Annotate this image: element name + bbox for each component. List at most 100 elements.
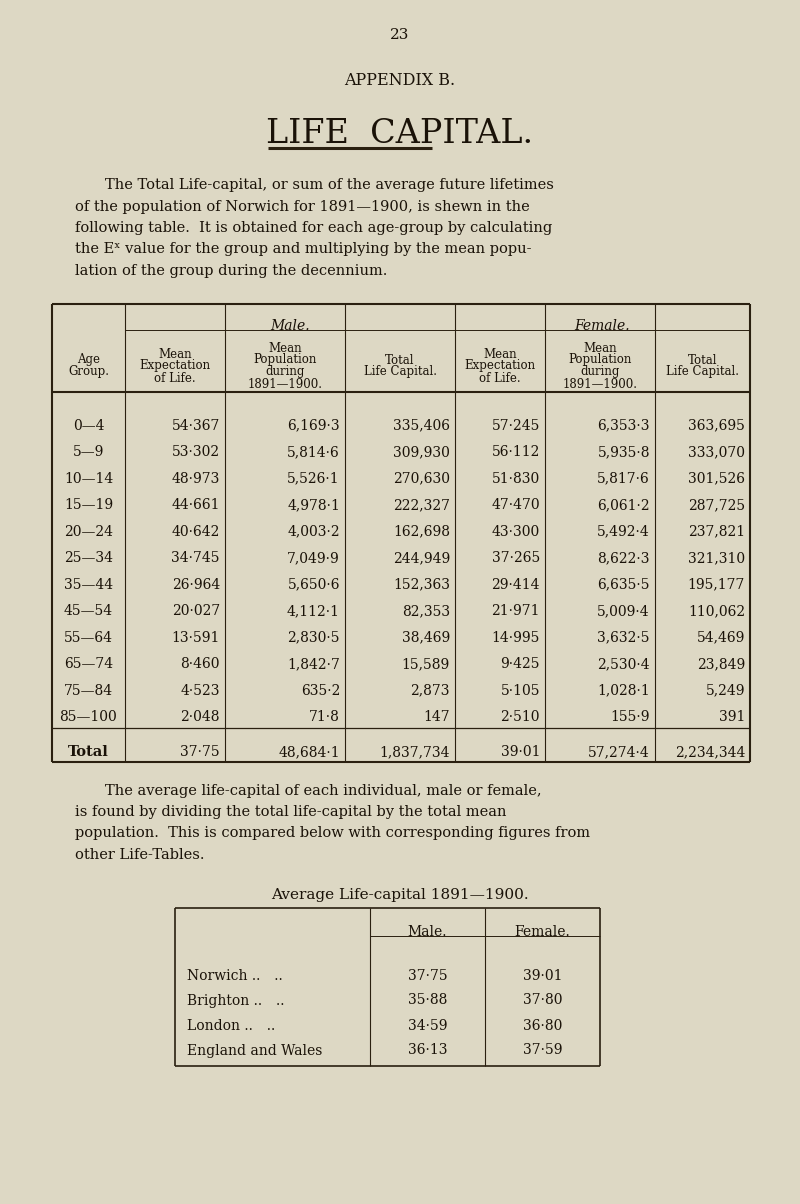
Text: 301,526: 301,526 [688, 472, 745, 485]
Text: 2·048: 2·048 [181, 710, 220, 725]
Text: Age: Age [77, 354, 100, 366]
Text: Expectation: Expectation [465, 360, 535, 372]
Text: 10—14: 10—14 [64, 472, 113, 485]
Text: 0—4: 0—4 [73, 419, 104, 432]
Text: 5·105: 5·105 [501, 684, 540, 698]
Text: 162,698: 162,698 [393, 525, 450, 538]
Text: 35—44: 35—44 [64, 578, 113, 591]
Text: 37·75: 37·75 [180, 745, 220, 760]
Text: 55—64: 55—64 [64, 631, 113, 644]
Text: 5,817·6: 5,817·6 [598, 472, 650, 485]
Text: 1,028·1: 1,028·1 [598, 684, 650, 698]
Text: Group.: Group. [68, 366, 109, 378]
Text: 37·59: 37·59 [522, 1044, 562, 1057]
Text: Mean: Mean [483, 348, 517, 360]
Text: Expectation: Expectation [139, 360, 210, 372]
Text: 26·964: 26·964 [172, 578, 220, 591]
Text: 195,177: 195,177 [688, 578, 745, 591]
Text: 155·9: 155·9 [610, 710, 650, 725]
Text: 1,842·7: 1,842·7 [287, 657, 340, 671]
Text: other Life-Tables.: other Life-Tables. [75, 848, 205, 862]
Text: 5,009·4: 5,009·4 [598, 604, 650, 618]
Text: 37·80: 37·80 [522, 993, 562, 1008]
Text: Total: Total [68, 745, 109, 760]
Text: 8·460: 8·460 [181, 657, 220, 671]
Text: 54·367: 54·367 [172, 419, 220, 432]
Text: 7,049·9: 7,049·9 [287, 551, 340, 565]
Text: Population: Population [254, 354, 317, 366]
Text: Population: Population [568, 354, 632, 366]
Text: 15—19: 15—19 [64, 498, 113, 512]
Text: 34·59: 34·59 [408, 1019, 447, 1033]
Text: 9·425: 9·425 [501, 657, 540, 671]
Text: 39·01: 39·01 [501, 745, 540, 760]
Text: 1,837,734: 1,837,734 [379, 745, 450, 760]
Text: of the population of Norwich for 1891—1900, is shewn in the: of the population of Norwich for 1891—19… [75, 200, 530, 213]
Text: 635·2: 635·2 [301, 684, 340, 698]
Text: Life Capital.: Life Capital. [666, 366, 739, 378]
Text: 2·510: 2·510 [501, 710, 540, 725]
Text: Average Life-capital 1891—1900.: Average Life-capital 1891—1900. [271, 887, 529, 902]
Text: The average life-capital of each individual, male or female,: The average life-capital of each individ… [105, 784, 542, 797]
Text: 5,492·4: 5,492·4 [598, 525, 650, 538]
Text: during: during [580, 366, 620, 378]
Text: The Total Life-capital, or sum of the average future lifetimes: The Total Life-capital, or sum of the av… [105, 178, 554, 191]
Text: 54,469: 54,469 [697, 631, 745, 644]
Text: 29·414: 29·414 [491, 578, 540, 591]
Text: 57·245: 57·245 [492, 419, 540, 432]
Text: Total: Total [688, 354, 718, 366]
Text: 37·265: 37·265 [492, 551, 540, 565]
Text: 2,830·5: 2,830·5 [287, 631, 340, 644]
Text: Total: Total [386, 354, 414, 366]
Text: 25—34: 25—34 [64, 551, 113, 565]
Text: 47·470: 47·470 [491, 498, 540, 512]
Text: 37·75: 37·75 [408, 968, 447, 982]
Text: 57,274·4: 57,274·4 [588, 745, 650, 760]
Text: 56·112: 56·112 [492, 445, 540, 459]
Text: Norwich .. ..: Norwich .. .. [187, 968, 282, 982]
Text: of Life.: of Life. [154, 372, 196, 384]
Text: is found by dividing the total life-capital by the total mean: is found by dividing the total life-capi… [75, 805, 506, 819]
Text: 65—74: 65—74 [64, 657, 113, 671]
Text: 1891—1900.: 1891—1900. [247, 378, 322, 390]
Text: 51·830: 51·830 [492, 472, 540, 485]
Text: 4,003·2: 4,003·2 [287, 525, 340, 538]
Text: following table.  It is obtained for each age-group by calculating: following table. It is obtained for each… [75, 222, 552, 235]
Text: 309,930: 309,930 [393, 445, 450, 459]
Text: 3,632·5: 3,632·5 [598, 631, 650, 644]
Text: Mean: Mean [583, 342, 617, 354]
Text: 21·971: 21·971 [491, 604, 540, 618]
Text: 40·642: 40·642 [172, 525, 220, 538]
Text: during: during [266, 366, 305, 378]
Text: 34·745: 34·745 [171, 551, 220, 565]
Text: 287,725: 287,725 [688, 498, 745, 512]
Text: 75—84: 75—84 [64, 684, 113, 698]
Text: Mean: Mean [268, 342, 302, 354]
Text: Life Capital.: Life Capital. [363, 366, 437, 378]
Text: 110,062: 110,062 [688, 604, 745, 618]
Text: of Life.: of Life. [479, 372, 521, 384]
Text: Mean: Mean [158, 348, 192, 360]
Text: population.  This is compared below with corresponding figures from: population. This is compared below with … [75, 826, 590, 840]
Text: 1891—1900.: 1891—1900. [562, 378, 638, 390]
Text: 6,635·5: 6,635·5 [598, 578, 650, 591]
Text: 2,873: 2,873 [410, 684, 450, 698]
Text: 5,935·8: 5,935·8 [598, 445, 650, 459]
Text: 13·591: 13·591 [172, 631, 220, 644]
Text: 82,353: 82,353 [402, 604, 450, 618]
Text: 36·13: 36·13 [408, 1044, 447, 1057]
Text: APPENDIX B.: APPENDIX B. [345, 72, 455, 89]
Text: 333,070: 333,070 [688, 445, 745, 459]
Text: 2,234,344: 2,234,344 [674, 745, 745, 760]
Text: 391: 391 [718, 710, 745, 725]
Text: 6,061·2: 6,061·2 [598, 498, 650, 512]
Text: Female.: Female. [514, 926, 570, 939]
Text: 8,622·3: 8,622·3 [598, 551, 650, 565]
Text: 237,821: 237,821 [688, 525, 745, 538]
Text: 20·027: 20·027 [172, 604, 220, 618]
Text: 4·523: 4·523 [181, 684, 220, 698]
Text: Brighton .. ..: Brighton .. .. [187, 993, 285, 1008]
Text: 5,526·1: 5,526·1 [287, 472, 340, 485]
Text: 270,630: 270,630 [393, 472, 450, 485]
Text: Female.: Female. [574, 319, 630, 334]
